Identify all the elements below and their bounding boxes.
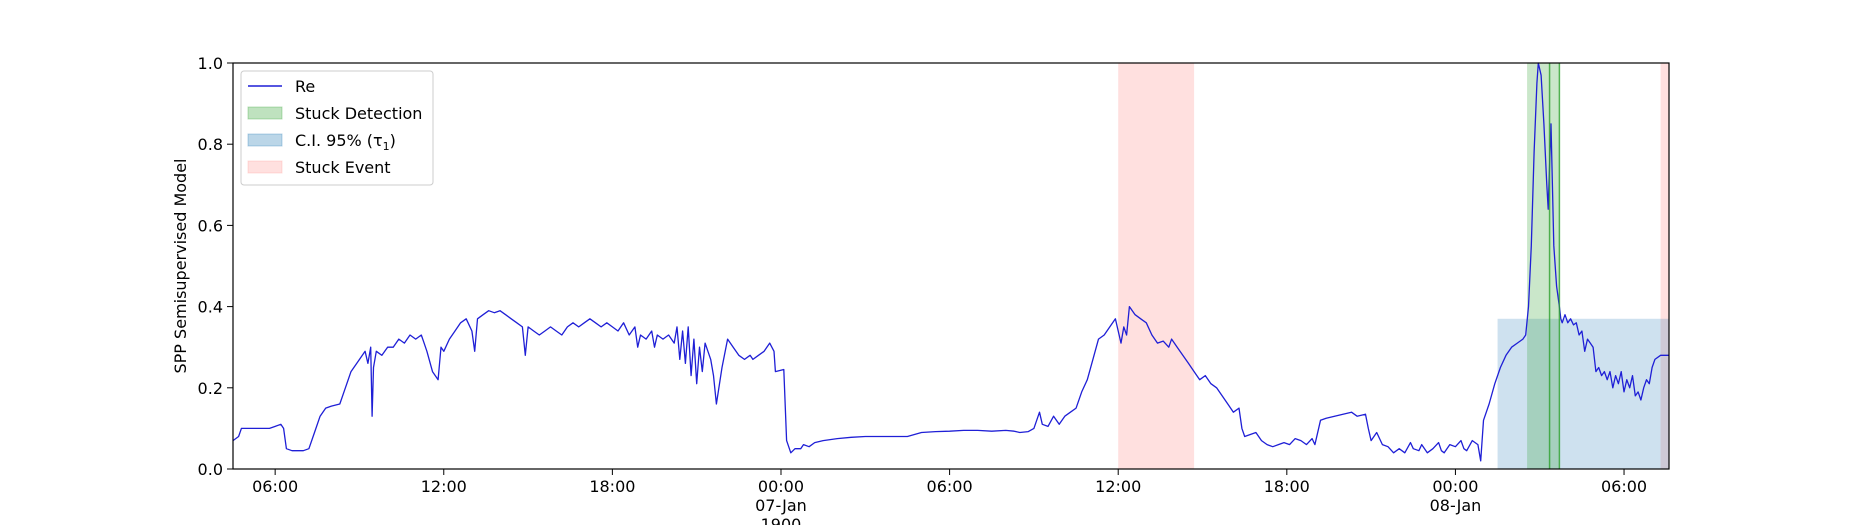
y-tick-label: 0.6 [198, 216, 223, 235]
x-tick-label: 06:00 [252, 477, 298, 496]
x-tick-label: 06:00 [1601, 477, 1647, 496]
span-stuck-detection [1527, 63, 1550, 469]
span-stuck-detection [1549, 63, 1560, 469]
x-tick-label: 08-Jan [1430, 496, 1482, 515]
x-tick-label: 12:00 [421, 477, 467, 496]
y-tick-label: 0.4 [198, 298, 223, 317]
legend-entry-label: C.I. 95% (τ1) [295, 131, 396, 153]
shaded-spans [1118, 63, 1669, 469]
plot-area-frame [232, 62, 1670, 470]
x-tick-label: 07-Jan [755, 496, 807, 515]
x-tick-label: 12:00 [1095, 477, 1141, 496]
y-tick-label: 1.0 [198, 54, 223, 73]
span-stuck-event [1118, 63, 1195, 469]
y-tick-label: 0.0 [198, 460, 223, 479]
legend: Re Stuck Detection C.I. 95% (τ1) Stuck Even… [240, 70, 434, 186]
legend-box [240, 70, 434, 186]
legend-entry-label: Stuck Event [295, 158, 391, 177]
y-tick-label: 0.8 [198, 135, 223, 154]
series-lines [232, 62, 1669, 462]
x-tick-label: 18:00 [1264, 477, 1310, 496]
legend-swatch-patch [247, 160, 283, 174]
y-axis-label: SPP Semisupervised Model [171, 159, 190, 374]
legend-entry-label: Re [295, 77, 315, 96]
legend-entry-label: Stuck Detection [295, 104, 422, 123]
legend-swatch-patch [247, 106, 283, 120]
x-tick-label: 1900 [761, 515, 802, 525]
x-tick-label: 00:00 [1432, 477, 1478, 496]
series-line-re [232, 62, 1669, 462]
legend-swatch-patch [247, 133, 283, 147]
detection-vlines [1548, 63, 1561, 469]
y-axis: 0.0 0.2 0.4 0.6 0.8 1.0 [198, 54, 233, 479]
x-tick-label: 00:00 [758, 477, 804, 496]
span-stuck-event [1660, 63, 1669, 469]
y-tick-label: 0.2 [198, 379, 223, 398]
x-tick-label: 18:00 [589, 477, 635, 496]
x-tick-label: 06:00 [927, 477, 973, 496]
